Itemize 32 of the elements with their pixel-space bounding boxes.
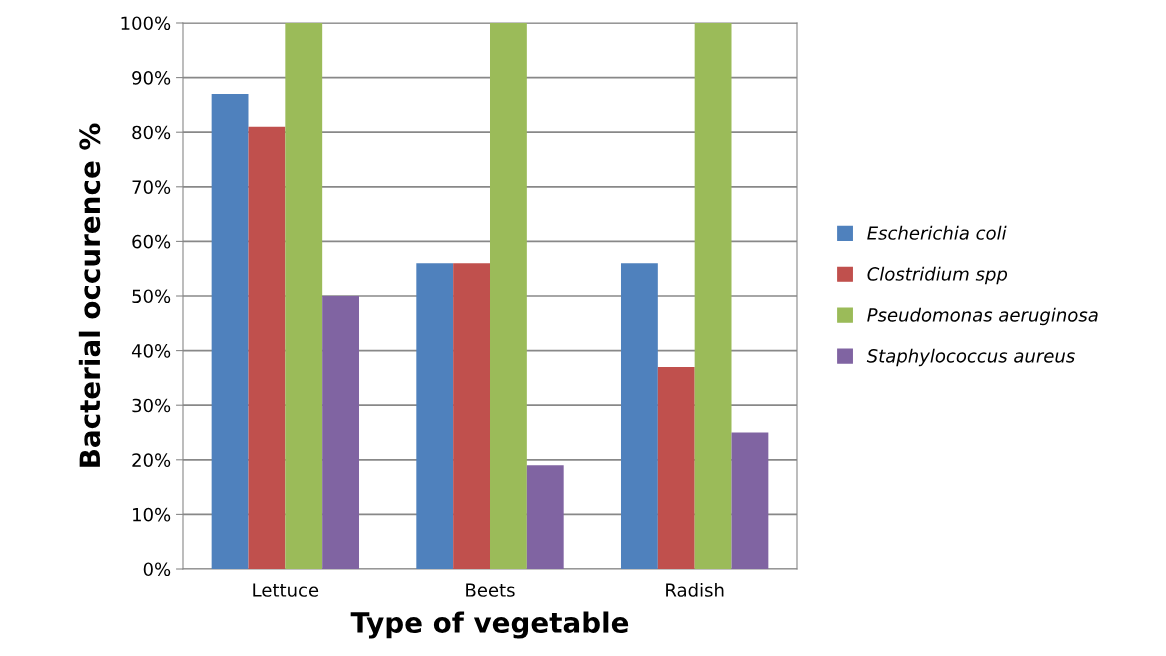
bar [526,465,564,569]
y-tick-label: 60% [132,234,171,249]
bar [322,296,360,569]
bar [657,366,695,569]
bar [211,93,249,569]
y-tick-label: 50% [132,289,171,304]
legend-label: Escherichia coli [867,225,1007,240]
y-tick-label: 80% [132,125,171,140]
y-tick-label: 0% [143,562,171,577]
y-tick-label: 40% [131,344,171,358]
y-tick-label: 20% [132,453,171,467]
bar [453,263,490,569]
bar [731,432,769,569]
y-tick-label: 70% [132,180,171,194]
bar [620,263,658,569]
legend-label: Clostridium spp [867,266,1008,285]
y-tick-label: 10% [133,507,171,522]
y-tick-label: 100% [121,16,171,31]
bar [285,23,323,569]
bar [694,23,732,569]
legend-label: Pseudomonas aeruginosa [867,307,1098,326]
y-tick-label: 30% [132,398,171,413]
x-tick-label: Radish [666,582,724,597]
bar [248,126,286,569]
bar [416,263,454,569]
y-axis-title: Bacterial occurence % [78,123,101,467]
x-axis-title: Type of vegetable [350,611,629,639]
y-tick-label: 90% [132,71,171,85]
x-tick-label: Beets [466,583,515,597]
legend-label: Staphylococcus aureus [866,348,1075,367]
bar [490,23,527,569]
x-tick-label: Lettuce [253,583,319,597]
